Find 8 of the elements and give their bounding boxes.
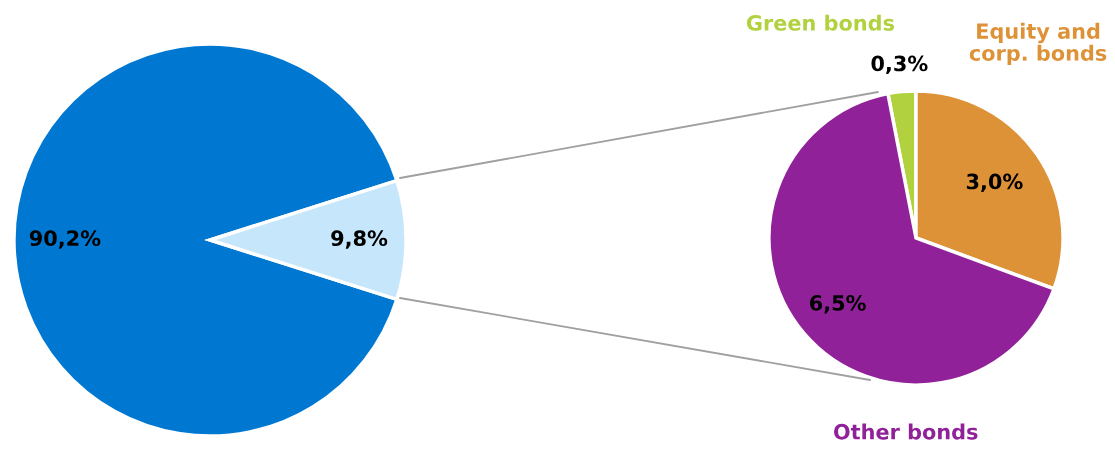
data-label: 90,2% bbox=[29, 230, 101, 249]
data-label: 6,5% bbox=[810, 295, 866, 314]
slice-label: Other bonds bbox=[833, 423, 978, 440]
data-label: 9,8% bbox=[331, 230, 388, 249]
slice-label: Green bonds bbox=[746, 14, 894, 31]
slice-label: Equity and corp. bonds bbox=[969, 22, 1107, 65]
data-label: 3,0% bbox=[966, 173, 1023, 193]
data-label: 0,3% bbox=[871, 55, 928, 74]
